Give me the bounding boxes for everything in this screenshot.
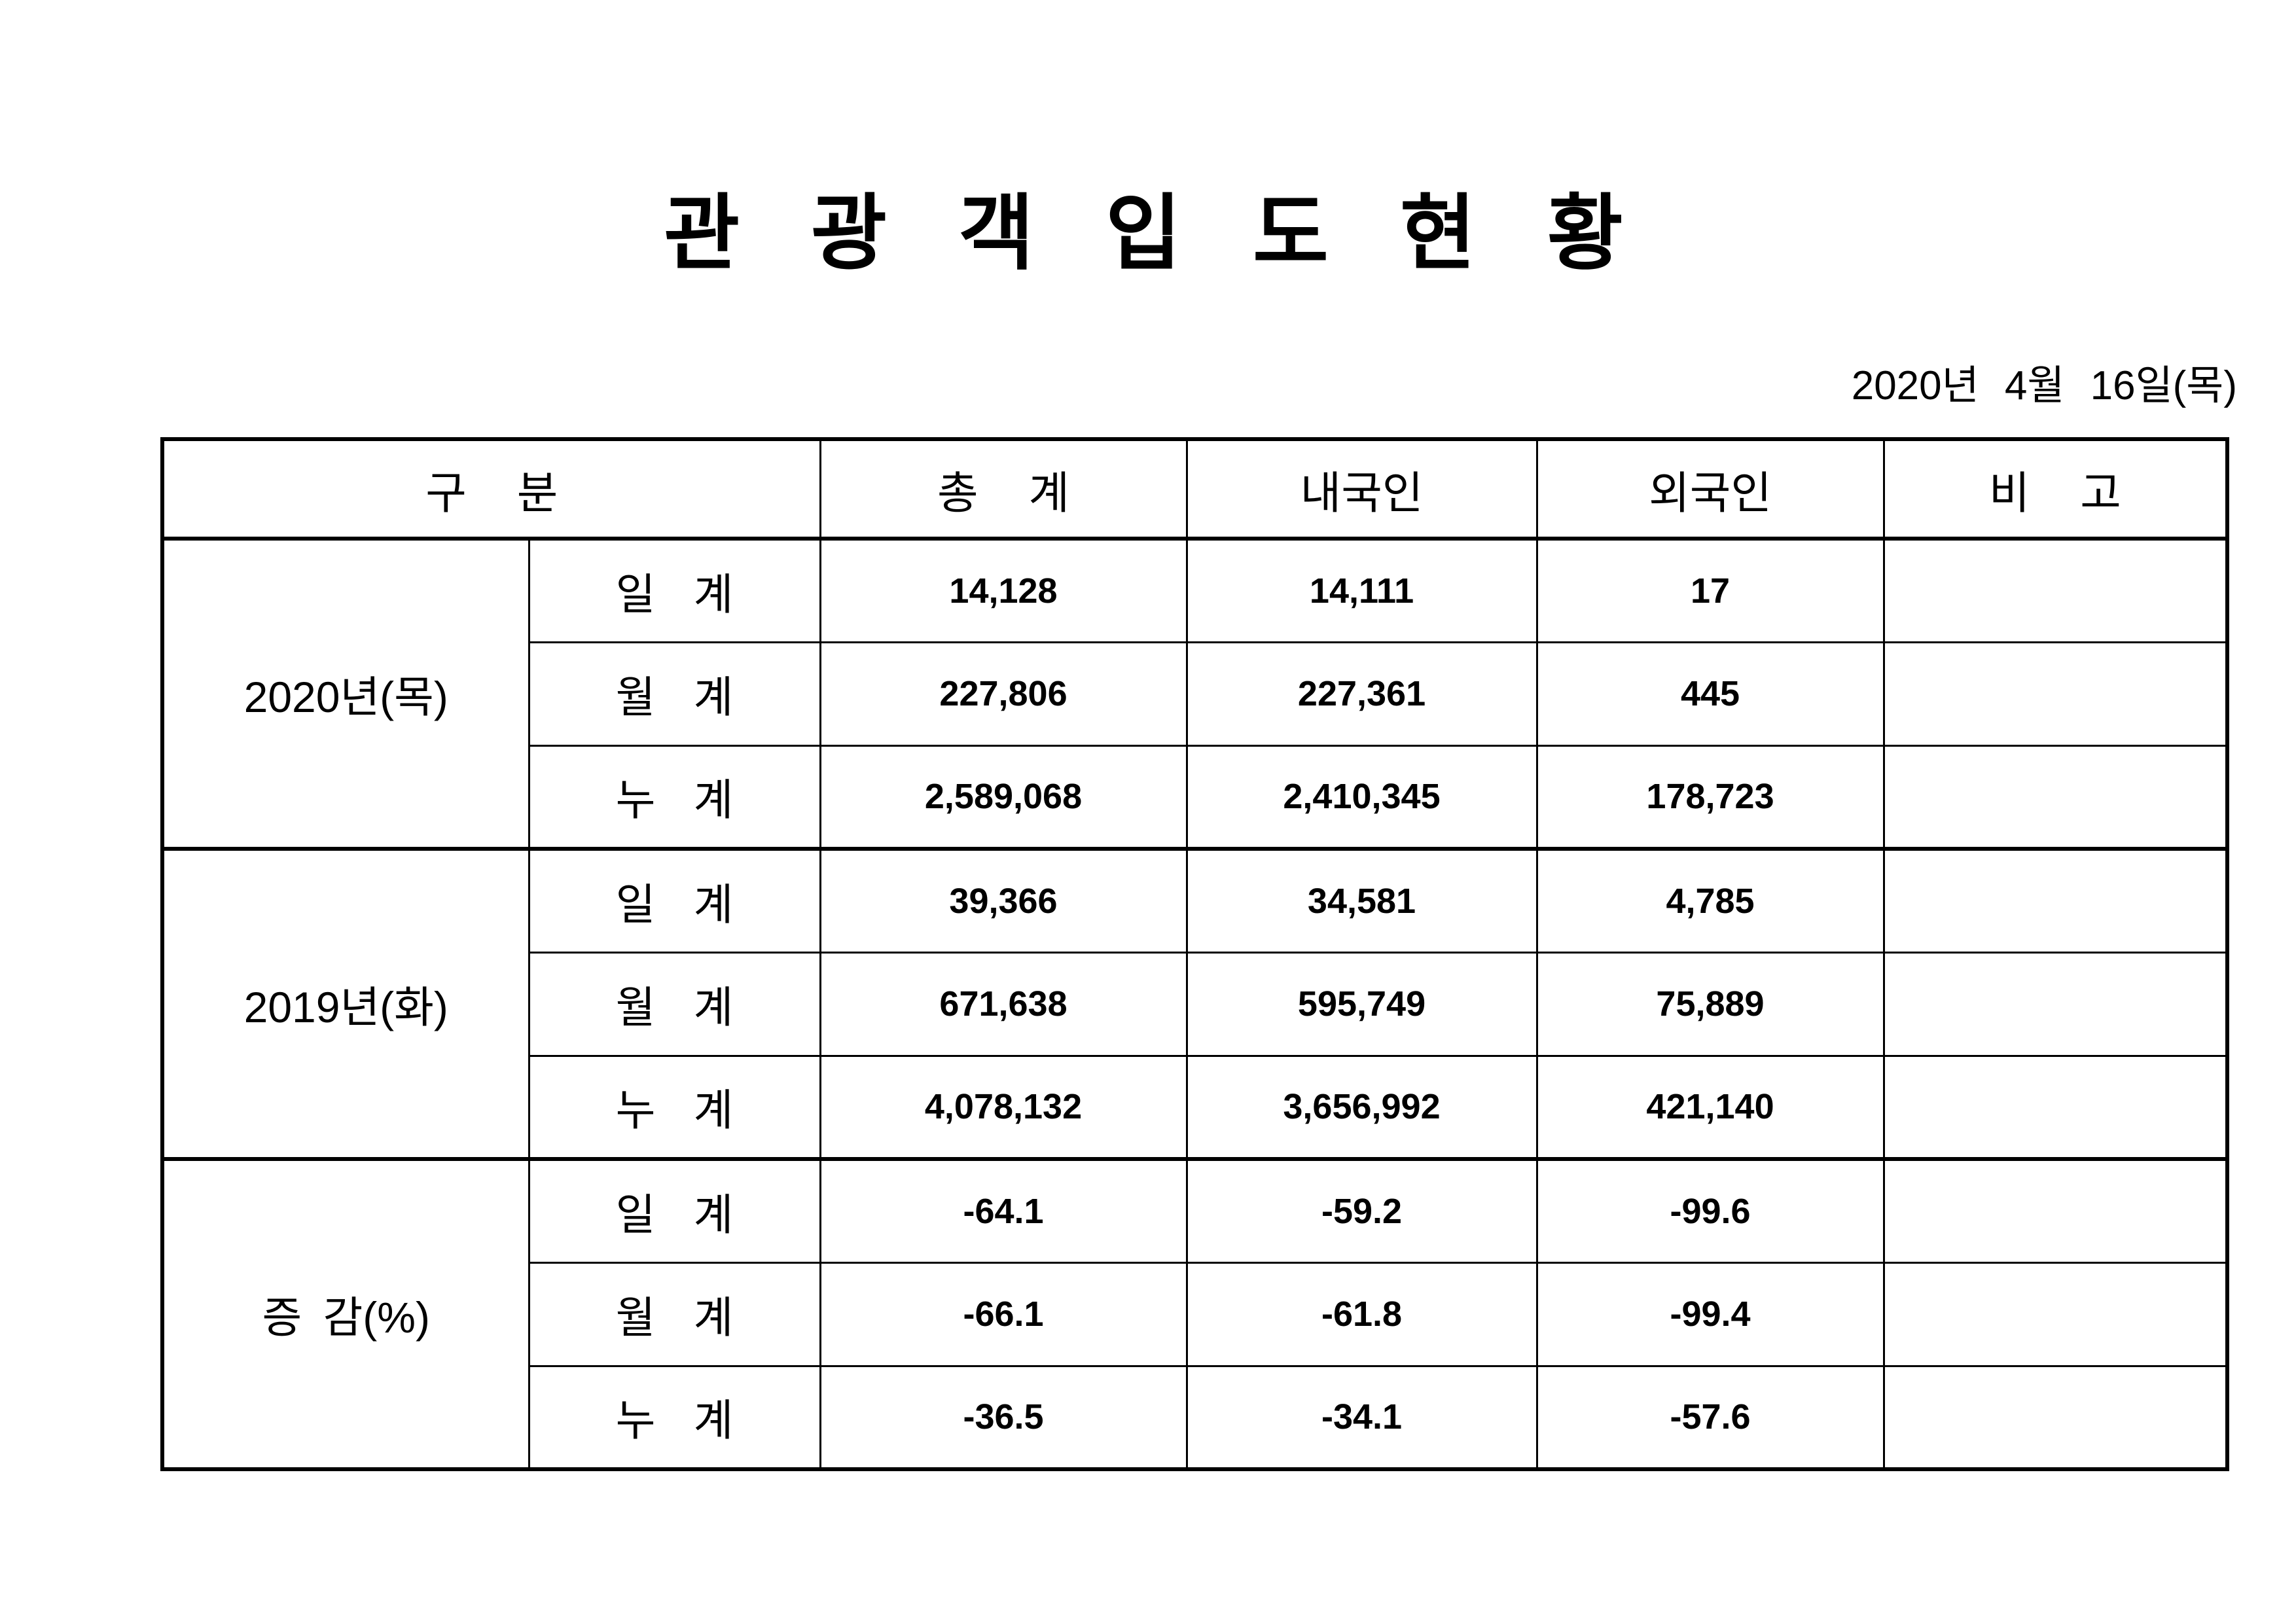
total-value: 39,366 (819, 847, 1188, 954)
table-row: 누 계 -36.5 -34.1 -57.6 (162, 1364, 2229, 1471)
total-value: 671,638 (819, 951, 1188, 1057)
remarks-cell (1882, 1157, 2229, 1264)
row-label-cumulative: 누 계 (528, 1364, 821, 1471)
foreign-value: -57.6 (1535, 1364, 1885, 1471)
domestic-value: 14,111 (1185, 537, 1538, 643)
row-label-monthly: 월 계 (528, 1261, 821, 1367)
header-foreign: 외국인 (1535, 438, 1885, 541)
remarks-cell (1882, 537, 2229, 643)
row-label-monthly: 월 계 (528, 641, 821, 747)
domestic-value: 34,581 (1185, 847, 1538, 954)
table-row: 2019년(화) 일 계 39,366 34,581 4,785 (161, 847, 2229, 1160)
table-row: 누 계 2,589,068 2,410,345 178,723 (162, 744, 2229, 850)
total-value: -36.5 (819, 1364, 1188, 1471)
page-title: 관 광 객 입 도 현 황 (664, 187, 1632, 279)
domestic-value: 3,656,992 (1185, 1054, 1538, 1160)
row-label-cumulative: 누 계 (528, 1054, 821, 1160)
group-label-2019: 2019년(화) (161, 847, 530, 1160)
foreign-value: -99.4 (1535, 1261, 1885, 1367)
table-row: 월 계 -66.1 -61.8 -99.4 (162, 1261, 2229, 1367)
row-label-daily: 일 계 (528, 847, 821, 954)
total-value: 4,078,132 (819, 1054, 1188, 1160)
total-value: -64.1 (819, 1157, 1188, 1264)
table-row: 누 계 4,078,132 3,656,992 421,140 (162, 1054, 2229, 1160)
header-remarks: 비 고 (1882, 438, 2229, 541)
group-label-change: 증 감(%) (161, 1157, 530, 1471)
row-label-monthly: 월 계 (528, 951, 821, 1057)
table-row: 월 계 227,806 227,361 445 (162, 641, 2229, 747)
foreign-value: -99.6 (1535, 1157, 1885, 1264)
header-domestic: 내국인 (1185, 438, 1538, 541)
remarks-cell (1882, 1261, 2229, 1367)
remarks-cell (1882, 951, 2229, 1057)
total-value: 14,128 (819, 537, 1188, 643)
domestic-value: 227,361 (1185, 641, 1538, 747)
group-label-2020: 2020년(목) (161, 537, 530, 850)
foreign-value: 445 (1535, 641, 1885, 747)
domestic-value: -34.1 (1185, 1364, 1538, 1471)
total-value: -66.1 (819, 1261, 1188, 1367)
remarks-cell (1882, 1364, 2229, 1471)
total-value: 227,806 (819, 641, 1188, 747)
tourist-arrival-table: 구 분 총 계 내국인 외국인 비 고 2020년(목) 일 계 14,128 … (160, 437, 2230, 1471)
report-date: 2020년 4월 16일(목) (1851, 363, 2237, 408)
table-row: 증 감(%) 일 계 -64.1 -59.2 -99.6 (161, 1157, 2229, 1471)
domestic-value: 595,749 (1185, 951, 1538, 1057)
domestic-value: 2,410,345 (1185, 744, 1538, 850)
header-category: 구 분 (161, 438, 821, 541)
table-row: 월 계 671,638 595,749 75,889 (162, 951, 2229, 1057)
domestic-value: -61.8 (1185, 1261, 1538, 1367)
foreign-value: 75,889 (1535, 951, 1885, 1057)
header-row: 구 분 총 계 내국인 외국인 비 고 (161, 438, 2229, 541)
remarks-cell (1882, 641, 2229, 747)
total-value: 2,589,068 (819, 744, 1188, 850)
remarks-cell (1882, 744, 2229, 850)
foreign-value: 4,785 (1535, 847, 1885, 954)
remarks-cell (1882, 1054, 2229, 1160)
foreign-value: 178,723 (1535, 744, 1885, 850)
domestic-value: -59.2 (1185, 1157, 1538, 1264)
remarks-cell (1882, 847, 2229, 954)
row-label-cumulative: 누 계 (528, 744, 821, 850)
row-label-daily: 일 계 (528, 1157, 821, 1264)
row-label-daily: 일 계 (528, 537, 821, 643)
table-row: 2020년(목) 일 계 14,128 14,111 17 (161, 537, 2229, 850)
foreign-value: 421,140 (1535, 1054, 1885, 1160)
header-total: 총 계 (819, 438, 1188, 541)
foreign-value: 17 (1535, 537, 1885, 643)
